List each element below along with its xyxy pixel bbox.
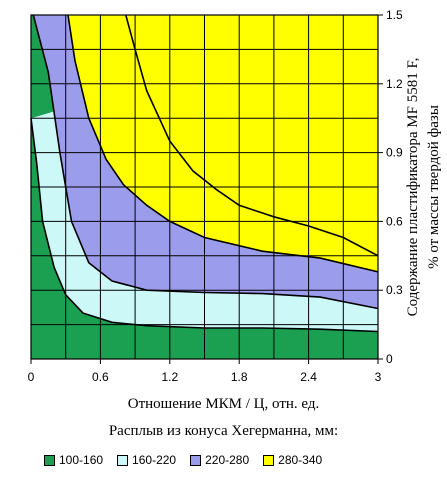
x-tick-label: 1.2: [161, 370, 178, 384]
y-tick-label: 0.9: [386, 146, 403, 160]
legend-item-220-280: 220-280: [190, 453, 249, 467]
x-tick-label: 1.8: [231, 370, 248, 384]
contour-line-340: [125, 14, 379, 257]
y-axis-title-line2: % от массы твердой фазы: [426, 105, 442, 269]
legend-label: 280-340: [278, 453, 323, 467]
x-axis-title: Отношение МКМ / Ц, отн. ед.: [127, 396, 320, 412]
legend-label: 220-280: [205, 453, 250, 467]
y-tick-label: 0.6: [386, 214, 403, 228]
tick-layer: 0 0.6 1.2 1.8 2.4 300.30.60.91.21.5: [28, 8, 403, 384]
band-280-340: [125, 15, 378, 256]
legend-swatch: [190, 454, 202, 466]
x-tick-label: 2.4: [300, 370, 317, 384]
legend-swatch: [117, 454, 129, 466]
x-tick-label: 0.6: [92, 370, 109, 384]
contour-line-160: [30, 118, 379, 333]
y-tick-label: 1.2: [386, 77, 403, 91]
legend-label: 100-160: [59, 453, 104, 467]
y-tick-label: 1.5: [386, 8, 403, 22]
legend-item-280-340: 280-340: [263, 453, 322, 467]
legend: 100-160 160-220 220-280 280-340: [44, 453, 322, 467]
legend-item-160-220: 160-220: [117, 453, 176, 467]
grid-layer: [30, 14, 379, 360]
y-tick-label: 0.3: [386, 283, 403, 297]
contour-layer: [30, 14, 379, 333]
contour-line-220: [32, 14, 379, 310]
legend-label: 160-220: [132, 453, 177, 467]
y-tick-label: 0: [386, 352, 393, 366]
legend-swatch: [263, 454, 275, 466]
x-tick-label: 0: [28, 370, 35, 384]
legend-item-100-160: 100-160: [44, 453, 103, 467]
chart: 0 0.6 1.2 1.8 2.4 300.30.60.91.21.5 Содержани…: [28, 8, 442, 384]
legend-swatch: [44, 454, 55, 466]
y-axis-title-line1: Содержание пластификатора MF 5581 F,: [405, 58, 421, 317]
plot-frame: [30, 14, 379, 360]
x-tick-label: 3: [375, 370, 382, 384]
legend-title: Расплыв из конуса Хегерманна, мм:: [108, 423, 339, 439]
contour-line-280: [67, 14, 379, 273]
